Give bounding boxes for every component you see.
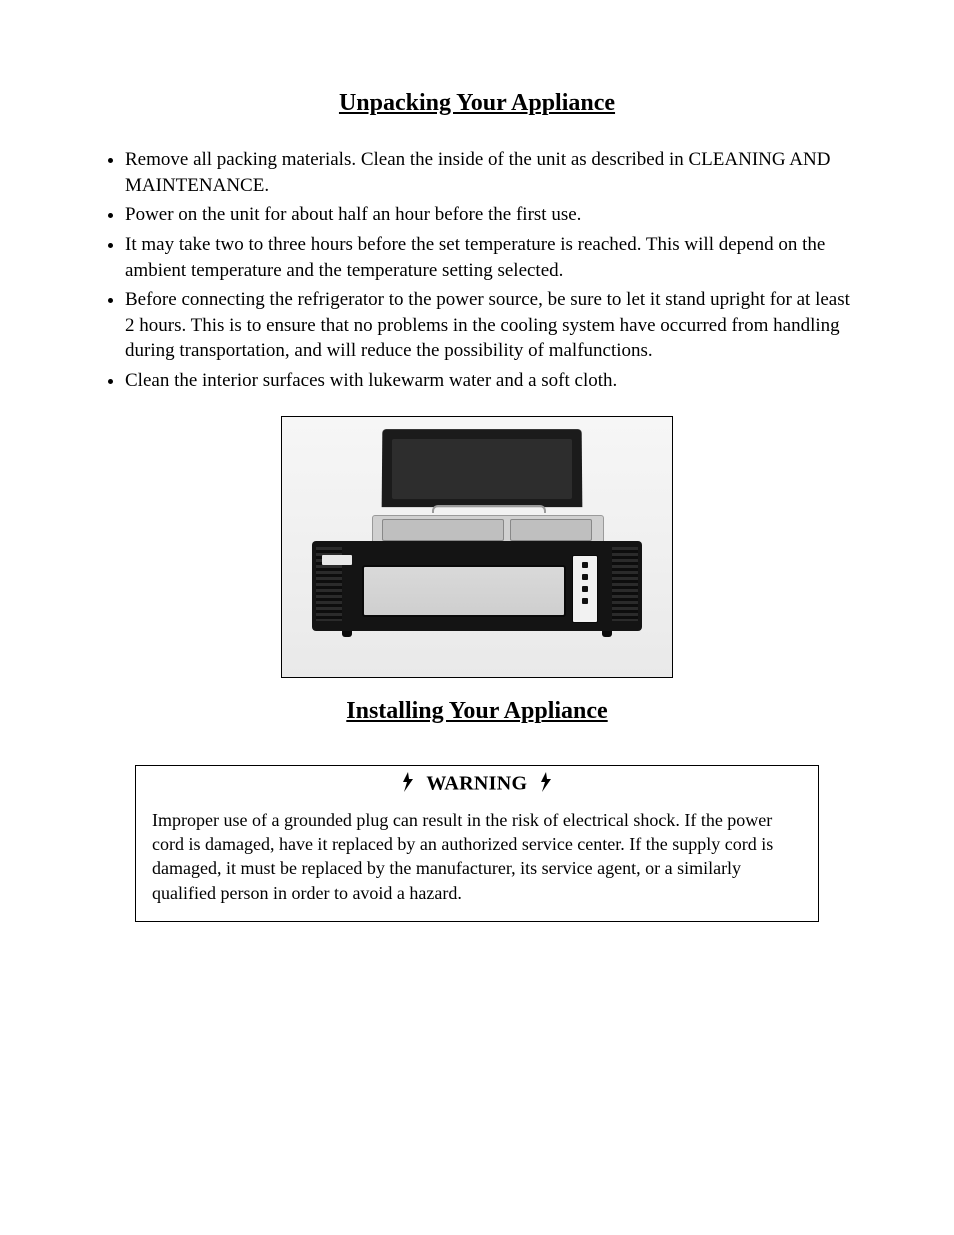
unpacking-bullets: Remove all packing materials. Clean the … — [125, 147, 859, 394]
lightning-bolt-icon — [539, 772, 553, 798]
lightning-bolt-icon — [401, 772, 415, 798]
appliance-window — [362, 565, 566, 617]
bolt-path — [403, 772, 413, 792]
bullet-item: Clean the interior surfaces with lukewar… — [125, 368, 859, 394]
appliance-logo — [322, 555, 352, 565]
unpacking-title: Unpacking Your Appliance — [95, 90, 859, 117]
product-image — [281, 416, 673, 678]
panel-button-icon — [582, 574, 588, 580]
panel-button-icon — [582, 598, 588, 604]
bullet-item: Remove all packing materials. Clean the … — [125, 147, 859, 198]
warning-box: WARNING Improper use of a grounded plug … — [135, 765, 819, 922]
appliance-lid-inner — [392, 439, 572, 499]
warning-title-row: WARNING — [152, 772, 802, 798]
bullet-item: It may take two to three hours before th… — [125, 232, 859, 283]
appliance-pan-large — [382, 519, 504, 541]
warning-text: Improper use of a grounded plug can resu… — [152, 808, 802, 905]
appliance-control-panel — [572, 555, 598, 623]
appliance-foot — [602, 631, 612, 637]
panel-button-icon — [582, 586, 588, 592]
warning-label: WARNING — [426, 772, 527, 794]
installation-title: Installing Your Appliance — [95, 698, 859, 725]
appliance-foot — [342, 631, 352, 637]
bullet-item: Before connecting the refrigerator to th… — [125, 287, 859, 364]
bolt-path — [541, 772, 551, 792]
bullet-item: Power on the unit for about half an hour… — [125, 202, 859, 228]
panel-button-icon — [582, 562, 588, 568]
appliance-vent-right — [612, 547, 638, 621]
appliance-handle — [432, 505, 546, 513]
page: Unpacking Your Appliance Remove all pack… — [0, 0, 954, 1235]
appliance-pan-small — [510, 519, 592, 541]
